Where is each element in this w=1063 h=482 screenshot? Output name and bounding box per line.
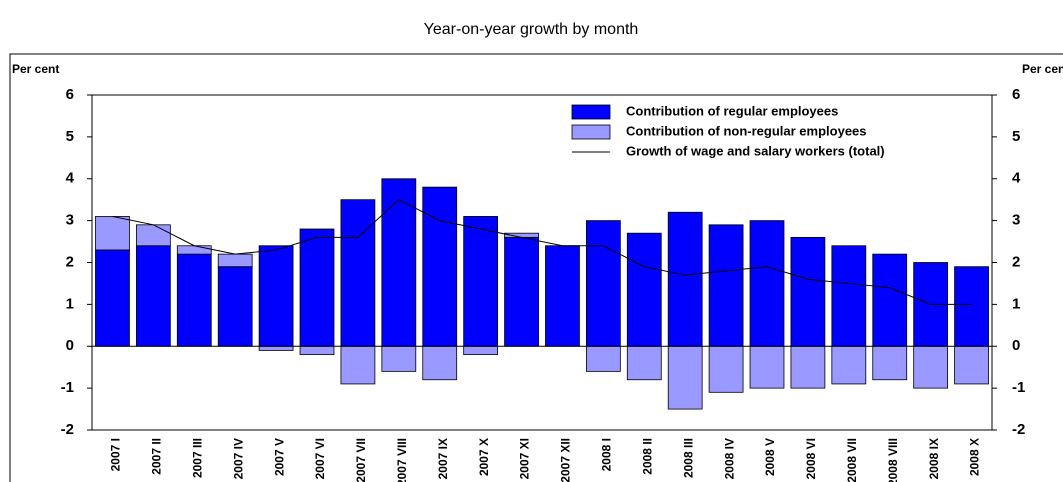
- y2-tick-label: 3: [1012, 212, 1020, 229]
- bar: [954, 266, 989, 347]
- frame: [9, 53, 1063, 482]
- bar: [463, 216, 499, 347]
- y-tick-label: 2: [66, 253, 74, 270]
- chart-title: Year-on-year growth by month: [424, 21, 639, 38]
- bar: [831, 245, 867, 347]
- y-tick-label: -2: [61, 421, 74, 438]
- bar: [749, 345, 785, 389]
- bar: [626, 232, 662, 347]
- y2-tick-label: 1: [1012, 295, 1020, 312]
- line: [112, 199, 972, 305]
- y-tick-label: -1: [61, 379, 74, 396]
- x-tick-label: 2007 III: [190, 438, 204, 478]
- x-tick-label: 2007 XI: [518, 438, 532, 479]
- bar: [545, 245, 580, 347]
- x-tick-label: 2008 IV: [722, 438, 736, 479]
- bar: [463, 345, 499, 356]
- bar: [217, 253, 253, 268]
- x-tick-label: 2008 VII: [845, 438, 859, 482]
- legend-label: Growth of wage and salary workers (total…: [626, 143, 885, 158]
- bar: [95, 216, 130, 251]
- x-tick-label: 2007 V: [272, 438, 286, 476]
- x-tick-label: 2007 I: [109, 438, 123, 471]
- x-tick-label: 2007 X: [477, 438, 491, 476]
- y-tick-label: 0: [66, 337, 74, 354]
- bar: [790, 236, 826, 347]
- y-tick-label: 1: [66, 295, 74, 312]
- bar: [585, 345, 621, 372]
- x-tick-label: 2007 IX: [436, 438, 450, 479]
- bar: [749, 220, 785, 347]
- bar: [831, 345, 867, 385]
- legend-label: Contribution of non-regular employees: [626, 123, 867, 138]
- bar: [258, 345, 294, 351]
- x-tick-label: 2008 X: [968, 438, 982, 476]
- x-tick-label: 2008 VI: [804, 438, 818, 479]
- bar: [872, 253, 908, 347]
- y2-tick-label: 4: [1012, 170, 1021, 187]
- y2-tick-label: 6: [1012, 86, 1020, 103]
- bar: [872, 345, 908, 381]
- bar: [135, 224, 171, 247]
- y2-axis-label: Per cent: [1022, 62, 1063, 76]
- bar: [340, 199, 376, 347]
- x-tick-label: 2008 VIII: [886, 438, 900, 482]
- bar: [299, 228, 335, 347]
- x-tick-label: 2007 VII: [354, 438, 368, 482]
- legend-label: Contribution of regular employees: [626, 103, 838, 118]
- bar: [585, 220, 621, 347]
- bar: [667, 211, 703, 347]
- x-tick-label: 2008 II: [640, 438, 654, 475]
- x-tick-label: 2007 XII: [559, 438, 573, 482]
- y-tick-label: 4: [66, 170, 75, 187]
- bar: [135, 245, 171, 347]
- legend-swatch: [571, 104, 611, 120]
- y-tick-label: 6: [66, 86, 74, 103]
- x-tick-label: 2007 VIII: [395, 438, 409, 482]
- bar: [381, 345, 417, 372]
- x-tick-label: 2008 III: [681, 438, 695, 478]
- x-tick-label: 2007 IV: [231, 438, 245, 479]
- bar: [913, 345, 949, 389]
- y2-tick-label: 2: [1012, 253, 1020, 270]
- bar: [340, 345, 376, 385]
- bar: [95, 249, 130, 347]
- bar: [422, 345, 458, 381]
- bar: [504, 236, 539, 347]
- x-tick-label: 2008 I: [600, 438, 614, 471]
- y-axis-label: Per cent: [12, 62, 59, 76]
- y2-tick-label: -1: [1012, 379, 1025, 396]
- x-tick-label: 2007 II: [150, 438, 164, 475]
- bar: [258, 245, 294, 347]
- legend-swatch: [571, 124, 611, 140]
- bar: [381, 178, 417, 347]
- bar: [176, 253, 212, 347]
- bar: [708, 345, 744, 393]
- bar: [708, 224, 744, 347]
- y2-tick-label: -2: [1012, 421, 1025, 438]
- bar: [667, 345, 703, 410]
- x-tick-label: 2008 IX: [927, 438, 941, 479]
- bar: [176, 245, 212, 255]
- x-tick-label: 2007 VI: [313, 438, 327, 479]
- y2-tick-label: 5: [1012, 128, 1020, 145]
- y2-tick-label: 0: [1012, 337, 1020, 354]
- bar: [626, 345, 662, 381]
- bar: [422, 186, 458, 347]
- bar: [299, 345, 335, 356]
- bar: [217, 266, 253, 347]
- x-tick-label: 2008 V: [763, 438, 777, 476]
- bar: [790, 345, 826, 389]
- y-tick-label: 5: [66, 128, 74, 145]
- bar: [954, 345, 989, 385]
- y-tick-label: 3: [66, 212, 74, 229]
